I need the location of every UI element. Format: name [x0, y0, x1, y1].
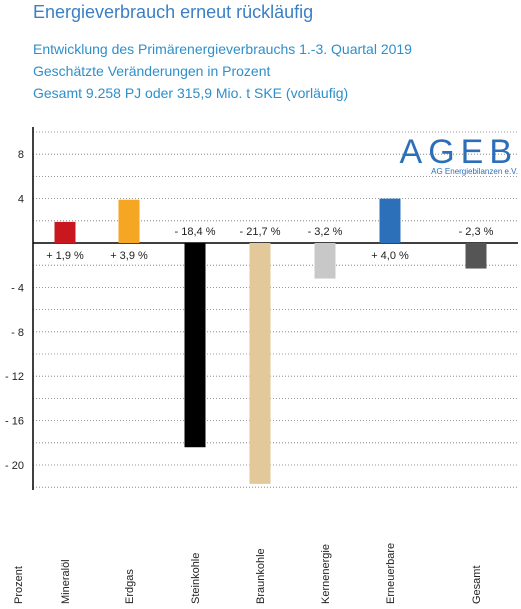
- data-label: - 21,7 %: [240, 226, 281, 238]
- y-tick-label: 8: [18, 149, 24, 161]
- logo-subtext: AG Energiebilanzen e.V.: [431, 167, 518, 176]
- chart-subtitle-2: Geschätzte Veränderungen in Prozent: [33, 63, 271, 79]
- y-axis-label: Prozent: [13, 566, 25, 604]
- data-label: + 4,0 %: [371, 250, 409, 262]
- x-tick-label: Erdgas: [124, 569, 136, 604]
- bar: [184, 243, 206, 448]
- data-label: + 1,9 %: [46, 250, 84, 262]
- y-tick-label: - 12: [5, 371, 24, 383]
- data-label: - 3,2 %: [308, 226, 343, 238]
- x-tick-label: Steinkohle: [190, 553, 202, 604]
- chart-subtitle-1: Entwicklung des Primärenergieverbrauchs …: [33, 41, 412, 57]
- bar: [465, 243, 487, 269]
- data-label: - 18,4 %: [175, 226, 216, 238]
- bar: [118, 199, 140, 243]
- bar: [379, 198, 401, 243]
- bar: [249, 243, 271, 484]
- y-tick-label: 4: [18, 194, 24, 206]
- x-tick-label: Braunkohle: [255, 548, 267, 604]
- bar: [314, 243, 336, 279]
- data-label: + 3,9 %: [110, 250, 148, 262]
- chart-subtitle-3: Gesamt 9.258 PJ oder 315,9 Mio. t SKE (v…: [33, 85, 349, 101]
- x-tick-label: Gesamt: [471, 565, 483, 604]
- chart-title: Energieverbrauch erneut rückläufig: [33, 2, 314, 22]
- y-tick-label: - 20: [5, 460, 24, 472]
- bar: [54, 221, 76, 243]
- data-label: - 2,3 %: [459, 226, 494, 238]
- x-tick-label: Mineralöl: [60, 559, 72, 604]
- x-tick-label: Erneuerbare: [385, 543, 397, 604]
- y-tick-label: - 16: [5, 416, 24, 428]
- y-tick-label: - 8: [11, 327, 24, 339]
- y-tick-label: - 4: [11, 282, 24, 294]
- x-tick-label: Kernenergie: [320, 544, 332, 604]
- logo-text: AGEB: [400, 133, 518, 171]
